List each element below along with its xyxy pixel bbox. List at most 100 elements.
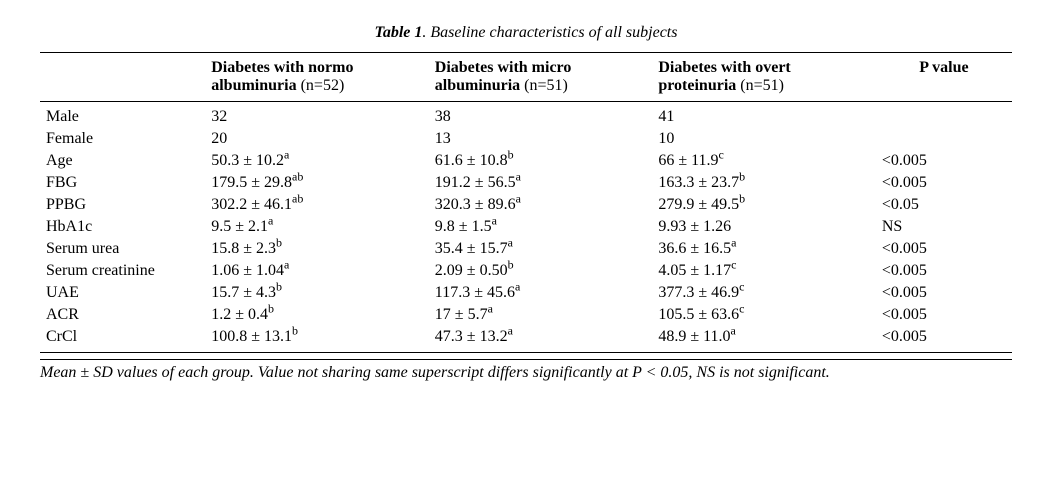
table-row: UAE 15.7 ± 4.3b 117.3 ± 45.6a 377.3 ± 46.9c… — [40, 282, 1012, 304]
cell-value: 48.9 ± 11.0a — [658, 328, 736, 345]
table-caption-label: Table 1 — [375, 24, 423, 41]
table-caption-title: . Baseline characteristics of all subjec… — [422, 24, 677, 41]
cell-value: 105.5 ± 63.6c — [658, 306, 744, 323]
row-value: 9.93 ± 1.26 — [652, 216, 876, 238]
table-row: Female201310 — [40, 128, 1012, 150]
cell-value: 9.8 ± 1.5a — [435, 218, 497, 235]
row-value: 117.3 ± 45.6a — [429, 282, 653, 304]
cell-value: 163.3 ± 23.7b — [658, 174, 745, 191]
table-row: Serum creatinine1.06 ± 1.04a2.09 ± 0.50b… — [40, 260, 1012, 282]
row-value: 47.3 ± 13.2a — [429, 326, 653, 353]
cell-value: 50.3 ± 10.2a — [211, 152, 289, 169]
cell-value: 35.4 ± 15.7a — [435, 240, 513, 257]
cell-value: 1.2 ± 0.4b — [211, 306, 274, 323]
row-value: 36.6 ± 16.5a — [652, 238, 876, 260]
row-value: 179.5 ± 29.8ab — [205, 172, 429, 194]
row-value: 41 — [652, 102, 876, 129]
header-group-2: Diabetes with micro albuminuria (n=51) — [429, 53, 653, 102]
row-pvalue: <0.005 — [876, 150, 1012, 172]
row-pvalue: <0.05 — [876, 194, 1012, 216]
table-row: PPBG 302.2 ± 46.1ab 320.3 ± 89.6a 279.9 ± 4… — [40, 194, 1012, 216]
row-value: 4.05 ± 1.17c — [652, 260, 876, 282]
row-pvalue: <0.005 — [876, 238, 1012, 260]
row-value: 38 — [429, 102, 653, 129]
row-value: 10 — [652, 128, 876, 150]
cell-value: 279.9 ± 49.5b — [658, 196, 745, 213]
row-value: 50.3 ± 10.2a — [205, 150, 429, 172]
row-value: 163.3 ± 23.7b — [652, 172, 876, 194]
header-empty — [40, 53, 205, 102]
header-group-1: Diabetes with normo albuminuria (n=52) — [205, 53, 429, 102]
cell-value: 41 — [658, 108, 674, 125]
row-value: 66 ± 11.9c — [652, 150, 876, 172]
cell-value: 32 — [211, 108, 227, 125]
row-label: Serum urea — [40, 238, 205, 260]
row-value: 15.8 ± 2.3b — [205, 238, 429, 260]
row-pvalue: <0.005 — [876, 304, 1012, 326]
row-pvalue: NS — [876, 216, 1012, 238]
table-row: FBG 179.5 ± 29.8ab 191.2 ± 56.5a 163.3 ± 23… — [40, 172, 1012, 194]
row-value: 302.2 ± 46.1ab — [205, 194, 429, 216]
cell-value: 9.93 ± 1.26 — [658, 218, 731, 235]
cell-value: 191.2 ± 56.5a — [435, 174, 521, 191]
cell-value: 66 ± 11.9c — [658, 152, 724, 169]
row-pvalue: <0.005 — [876, 326, 1012, 353]
row-pvalue: <0.005 — [876, 260, 1012, 282]
cell-value: 179.5 ± 29.8ab — [211, 174, 303, 191]
row-value: 35.4 ± 15.7a — [429, 238, 653, 260]
cell-value: 1.06 ± 1.04a — [211, 262, 289, 279]
header-group-3: Diabetes with overt proteinuria (n=51) — [652, 53, 876, 102]
row-value: 61.6 ± 10.8b — [429, 150, 653, 172]
cell-value: 9.5 ± 2.1a — [211, 218, 273, 235]
row-value: 100.8 ± 13.1b — [205, 326, 429, 353]
row-pvalue — [876, 128, 1012, 150]
row-value: 279.9 ± 49.5b — [652, 194, 876, 216]
cell-value: 15.7 ± 4.3b — [211, 284, 282, 301]
row-label: HbA1c — [40, 216, 205, 238]
cell-value: 17 ± 5.7a — [435, 306, 493, 323]
row-value: 2.09 ± 0.50b — [429, 260, 653, 282]
cell-value: 2.09 ± 0.50b — [435, 262, 514, 279]
row-value: 320.3 ± 89.6a — [429, 194, 653, 216]
row-value: 17 ± 5.7a — [429, 304, 653, 326]
table-row: Age 50.3 ± 10.2a 61.6 ± 10.8b 66 ± 11.9c <0.… — [40, 150, 1012, 172]
row-value: 20 — [205, 128, 429, 150]
cell-value: 15.8 ± 2.3b — [211, 240, 282, 257]
row-value: 1.2 ± 0.4b — [205, 304, 429, 326]
cell-value: 100.8 ± 13.1b — [211, 328, 298, 345]
row-value: 9.5 ± 2.1a — [205, 216, 429, 238]
baseline-table: Diabetes with normo albuminuria (n=52) D… — [40, 52, 1012, 353]
header-pvalue: P value — [876, 53, 1012, 102]
cell-value: 20 — [211, 130, 227, 147]
cell-value: 4.05 ± 1.17c — [658, 262, 736, 279]
cell-value: 38 — [435, 108, 451, 125]
cell-value: 117.3 ± 45.6a — [435, 284, 521, 301]
row-label: Female — [40, 128, 205, 150]
row-value: 15.7 ± 4.3b — [205, 282, 429, 304]
table-row: HbA1c 9.5 ± 2.1a 9.8 ± 1.5a 9.93 ± 1.26 NS — [40, 216, 1012, 238]
row-label: UAE — [40, 282, 205, 304]
cell-value: 47.3 ± 13.2a — [435, 328, 513, 345]
row-value: 9.8 ± 1.5a — [429, 216, 653, 238]
row-label: FBG — [40, 172, 205, 194]
row-pvalue: <0.005 — [876, 282, 1012, 304]
cell-value: 10 — [658, 130, 674, 147]
row-label: PPBG — [40, 194, 205, 216]
row-label: Age — [40, 150, 205, 172]
row-pvalue: <0.005 — [876, 172, 1012, 194]
table-row: CrCl100.8 ± 13.1b47.3 ± 13.2a48.9 ± 11.0… — [40, 326, 1012, 353]
row-pvalue — [876, 102, 1012, 129]
row-label: Male — [40, 102, 205, 129]
cell-value: 61.6 ± 10.8b — [435, 152, 514, 169]
row-value: 48.9 ± 11.0a — [652, 326, 876, 353]
row-value: 32 — [205, 102, 429, 129]
row-value: 191.2 ± 56.5a — [429, 172, 653, 194]
row-value: 105.5 ± 63.6c — [652, 304, 876, 326]
row-value: 1.06 ± 1.04a — [205, 260, 429, 282]
cell-value: 302.2 ± 46.1ab — [211, 196, 303, 213]
table-row: ACR 1.2 ± 0.4b 17 ± 5.7a 105.5 ± 63.6c <0.00… — [40, 304, 1012, 326]
cell-value: 377.3 ± 46.9c — [658, 284, 744, 301]
row-label: ACR — [40, 304, 205, 326]
table-footnote: Mean ± SD values of each group. Value no… — [40, 359, 1012, 386]
row-value: 377.3 ± 46.9c — [652, 282, 876, 304]
